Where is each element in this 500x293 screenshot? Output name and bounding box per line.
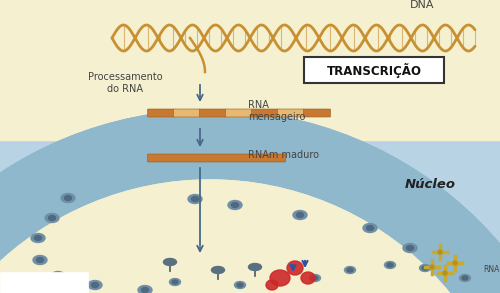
Ellipse shape xyxy=(266,280,278,290)
Ellipse shape xyxy=(420,265,430,272)
FancyBboxPatch shape xyxy=(200,109,226,117)
Ellipse shape xyxy=(92,282,98,287)
Ellipse shape xyxy=(293,210,307,219)
Ellipse shape xyxy=(164,258,176,265)
FancyBboxPatch shape xyxy=(304,57,444,83)
Circle shape xyxy=(430,265,434,269)
Ellipse shape xyxy=(301,272,315,284)
Ellipse shape xyxy=(422,266,428,270)
Circle shape xyxy=(453,261,457,265)
Text: RNA
mensageiro: RNA mensageiro xyxy=(248,100,306,122)
Ellipse shape xyxy=(188,195,202,204)
FancyBboxPatch shape xyxy=(174,109,201,117)
FancyBboxPatch shape xyxy=(148,154,286,162)
Ellipse shape xyxy=(64,195,71,200)
Circle shape xyxy=(0,180,500,293)
Ellipse shape xyxy=(192,197,198,202)
Ellipse shape xyxy=(31,234,45,243)
Ellipse shape xyxy=(366,226,374,231)
Ellipse shape xyxy=(310,275,320,282)
Ellipse shape xyxy=(403,243,417,253)
Text: DNA: DNA xyxy=(410,0,434,10)
Ellipse shape xyxy=(36,258,44,263)
Ellipse shape xyxy=(88,280,102,289)
Text: Processamento
do RNA: Processamento do RNA xyxy=(88,72,162,93)
Text: RNAm maduro: RNAm maduro xyxy=(248,150,319,160)
Circle shape xyxy=(0,110,500,293)
Ellipse shape xyxy=(248,263,262,270)
Text: TRANSCRIÇÃO: TRANSCRIÇÃO xyxy=(326,62,422,78)
Ellipse shape xyxy=(387,263,393,267)
FancyBboxPatch shape xyxy=(148,109,174,117)
Ellipse shape xyxy=(170,279,180,285)
Ellipse shape xyxy=(347,268,353,272)
Ellipse shape xyxy=(34,236,42,241)
Ellipse shape xyxy=(406,246,414,251)
Circle shape xyxy=(0,110,500,293)
Ellipse shape xyxy=(344,267,356,273)
Circle shape xyxy=(443,271,447,275)
Ellipse shape xyxy=(138,285,152,293)
Ellipse shape xyxy=(45,214,59,222)
Ellipse shape xyxy=(33,255,47,265)
Ellipse shape xyxy=(462,276,468,280)
Ellipse shape xyxy=(234,282,246,289)
Ellipse shape xyxy=(237,283,243,287)
Ellipse shape xyxy=(287,261,303,275)
Ellipse shape xyxy=(212,267,224,273)
Ellipse shape xyxy=(228,200,242,209)
Ellipse shape xyxy=(312,276,318,280)
Circle shape xyxy=(438,250,442,254)
Bar xyxy=(0,272,88,293)
Ellipse shape xyxy=(270,270,290,286)
Text: Núcleo: Núcleo xyxy=(404,178,456,191)
Ellipse shape xyxy=(384,261,396,268)
FancyBboxPatch shape xyxy=(304,109,330,117)
Ellipse shape xyxy=(142,287,148,292)
Ellipse shape xyxy=(51,272,65,280)
Ellipse shape xyxy=(232,202,238,207)
FancyBboxPatch shape xyxy=(226,109,252,117)
Ellipse shape xyxy=(296,212,304,217)
Ellipse shape xyxy=(460,275,470,282)
Ellipse shape xyxy=(363,224,377,233)
FancyBboxPatch shape xyxy=(278,109,304,117)
FancyBboxPatch shape xyxy=(252,109,278,117)
Text: RNA: RNA xyxy=(483,265,500,274)
Ellipse shape xyxy=(54,273,62,279)
Ellipse shape xyxy=(172,280,178,284)
Circle shape xyxy=(0,180,500,293)
Bar xyxy=(0,0,500,140)
Ellipse shape xyxy=(61,193,75,202)
Ellipse shape xyxy=(48,215,56,221)
